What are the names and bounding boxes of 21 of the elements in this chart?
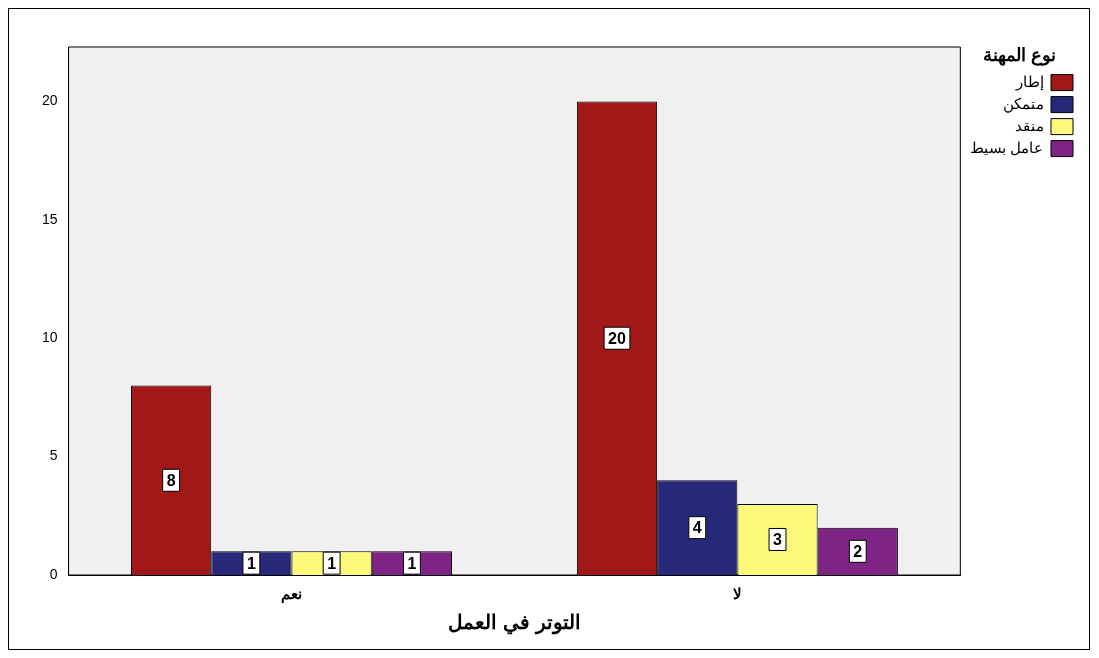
y-tick-label: 10 xyxy=(41,329,58,346)
data-label: 3 xyxy=(773,530,783,548)
legend-label: عامل بسيط xyxy=(970,138,1044,156)
data-label: 1 xyxy=(407,554,417,572)
y-tick-label: 20 xyxy=(41,92,58,109)
x-tick-label: نعم xyxy=(281,585,303,604)
y-tick-label: 0 xyxy=(49,565,58,582)
legend-label: منقد xyxy=(1014,116,1044,134)
data-label: 1 xyxy=(327,554,337,572)
data-label: 20 xyxy=(608,329,626,347)
legend-label: إطار xyxy=(1014,72,1044,91)
data-label: 1 xyxy=(246,554,256,572)
legend-title: نوع المهنة xyxy=(983,44,1057,66)
x-tick-label: لا xyxy=(732,585,742,603)
data-label: 8 xyxy=(166,471,176,489)
x-axis-title: التوتر في العمل xyxy=(448,610,581,635)
y-tick-label: 5 xyxy=(49,447,58,464)
legend-label: متمكن xyxy=(1002,94,1044,113)
data-label: 2 xyxy=(853,542,863,560)
y-tick-label: 15 xyxy=(41,210,58,227)
data-label: 4 xyxy=(692,519,702,537)
